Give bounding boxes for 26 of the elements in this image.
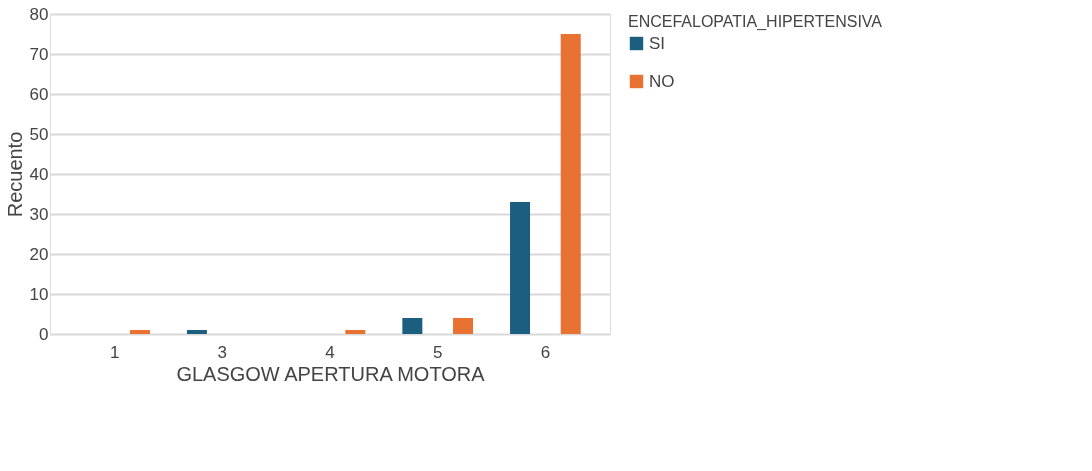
- bar: [345, 330, 366, 334]
- legend-title: ENCEFALOPATIA_HIPERTENSIVA: [628, 13, 883, 31]
- bar: [129, 330, 150, 334]
- legend-label: SI: [649, 33, 666, 53]
- x-tick-label: 1: [109, 342, 120, 362]
- y-tick-label: 10: [29, 284, 49, 304]
- bar: [453, 318, 474, 334]
- y-axis-title: Recuento: [3, 131, 26, 218]
- y-tick-label: 60: [29, 84, 49, 104]
- legend-label: NO: [649, 71, 675, 91]
- x-tick-label: 6: [540, 342, 551, 362]
- y-tick-label: 50: [29, 124, 49, 144]
- x-tick-label: 4: [325, 342, 335, 362]
- x-tick-label: 5: [432, 342, 443, 362]
- bar: [186, 330, 207, 334]
- y-tick-label: 20: [29, 244, 49, 264]
- y-tick-label: 80: [29, 4, 49, 24]
- y-tick-label: 0: [39, 324, 49, 344]
- y-tick-label: 30: [29, 204, 49, 224]
- x-axis-title: GLASGOW APERTURA MOTORA: [176, 362, 486, 385]
- x-tick-label: 3: [217, 342, 228, 362]
- y-tick-label: 70: [29, 44, 49, 64]
- bar: [402, 318, 423, 334]
- y-tick-label: 40: [29, 164, 49, 184]
- bar: [560, 34, 581, 334]
- bar: [510, 202, 531, 334]
